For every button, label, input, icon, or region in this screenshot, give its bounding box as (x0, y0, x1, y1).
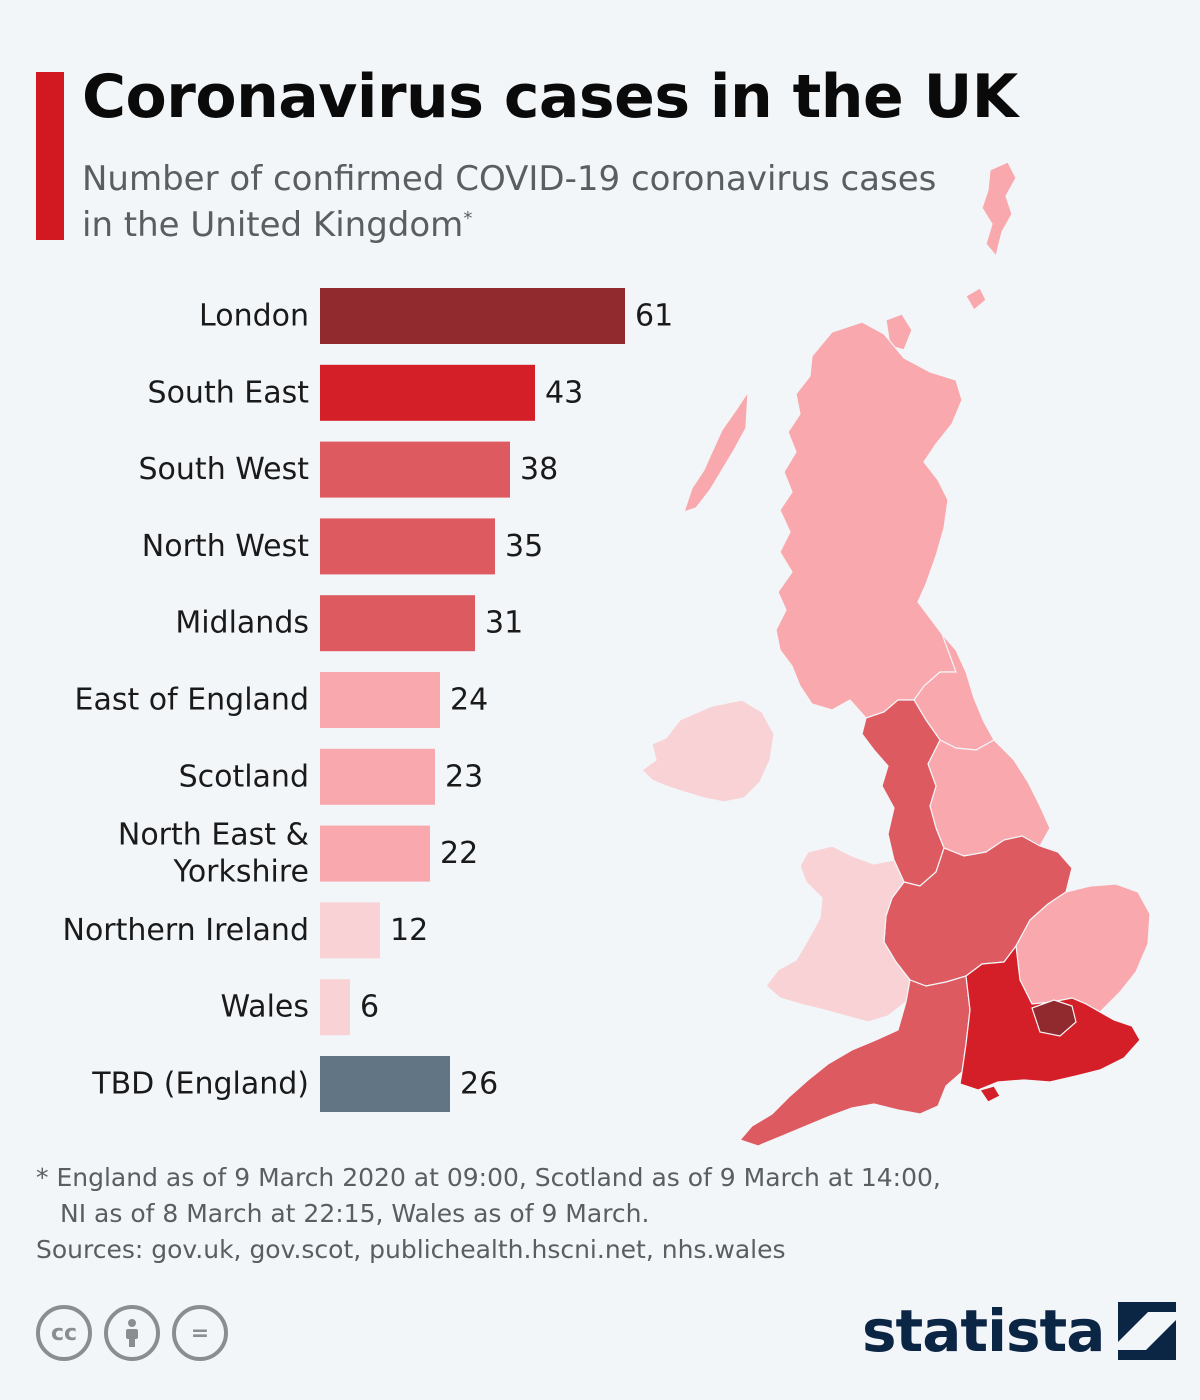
bar-chart: 61 London 43 South East 38 South West 35 North … (63, 288, 673, 1112)
bar (320, 1056, 450, 1112)
category-label: South East (148, 375, 310, 410)
bar (320, 902, 380, 959)
statista-logo[interactable]: statista (862, 1296, 1177, 1366)
statista-mark-icon (1118, 1302, 1177, 1360)
bar-value-label: 6 (360, 990, 379, 1025)
bar-value-label: 43 (545, 375, 583, 410)
footnote-line-1: * England as of 9 March 2020 at 09:00, S… (36, 1163, 941, 1192)
person-icon (126, 1319, 138, 1347)
bar-value-label: 31 (485, 606, 523, 641)
category-label: South West (139, 452, 310, 487)
bar (320, 825, 430, 882)
map-region-shetland (981, 161, 1017, 258)
license-icons: cc = (36, 1305, 228, 1365)
map-region-yorkshire (927, 739, 1051, 857)
footnote: * England as of 9 March 2020 at 09:00, S… (36, 1160, 1156, 1268)
category-label: London (199, 299, 309, 334)
bar (320, 595, 475, 652)
attribution-icon[interactable] (104, 1305, 160, 1361)
cc-glyph: cc (50, 1320, 78, 1346)
category-label-line: Yorkshire (172, 855, 309, 890)
map-region-north-west (861, 699, 945, 887)
accent-bar (36, 72, 64, 240)
category-label: North West (142, 529, 309, 564)
bar-value-label: 38 (520, 452, 558, 487)
map-region-northern-ireland (641, 699, 775, 803)
category-label: North East & Yorkshire (118, 818, 309, 890)
map-region-outer-hebrides (683, 389, 749, 513)
category-label-line: North East & (118, 818, 309, 853)
category-label-line: TBD (England) (91, 1067, 309, 1102)
equals-glyph: = (190, 1320, 210, 1346)
bar (320, 288, 625, 344)
uk-region-map (641, 161, 1151, 1147)
category-label: TBD (England) (91, 1067, 309, 1102)
map-region-london (1031, 999, 1077, 1037)
subtitle-text: Number of confirmed COVID-19 coronavirus… (82, 159, 937, 245)
category-label: Scotland (179, 759, 309, 794)
footnote-line-2: NI as of 8 March at 22:15, Wales as of 9… (60, 1199, 650, 1228)
category-label-line: East of England (74, 683, 309, 718)
bar (320, 672, 440, 728)
category-label: East of England (74, 683, 309, 718)
chart-subtitle: Number of confirmed COVID-19 coronavirus… (82, 156, 942, 248)
category-label-line: Scotland (179, 759, 309, 794)
category-label: Midlands (175, 606, 309, 641)
bar (320, 748, 435, 805)
map-region-wales (765, 845, 911, 1023)
map-region-isle-of-wight (979, 1085, 1001, 1103)
bar (320, 518, 495, 575)
bar-value-label: 35 (505, 529, 543, 564)
bar-value-label: 23 (445, 759, 483, 794)
map-region-orkney (965, 287, 987, 311)
bar (320, 979, 350, 1036)
category-label-line: Northern Ireland (63, 913, 309, 948)
bar-value-label: 26 (460, 1067, 498, 1102)
category-label-line: Midlands (175, 606, 309, 641)
bar (320, 441, 510, 498)
subtitle-footnote-marker: * (463, 208, 473, 229)
category-label-line: Wales (220, 990, 309, 1025)
map-region-scotland (775, 321, 963, 719)
sources-line: Sources: gov.uk, gov.scot, publichealth.… (36, 1235, 786, 1264)
no-derivatives-icon[interactable]: = (172, 1305, 228, 1361)
bar-value-label: 12 (390, 913, 428, 948)
bar-value-label: 61 (635, 299, 673, 334)
category-label-line: South West (139, 452, 310, 487)
cc-icon[interactable]: cc (36, 1305, 92, 1361)
category-label-line: South East (148, 375, 310, 410)
brand-name: statista (862, 1297, 1105, 1365)
bar-value-label: 22 (440, 836, 478, 871)
chart-title: Coronavirus cases in the UK (82, 62, 1018, 132)
category-label: Wales (220, 990, 309, 1025)
category-label: Northern Ireland (63, 913, 309, 948)
bar (320, 364, 535, 421)
bar-value-label: 24 (450, 683, 488, 718)
category-label-line: London (199, 299, 309, 334)
category-label-line: North West (142, 529, 309, 564)
